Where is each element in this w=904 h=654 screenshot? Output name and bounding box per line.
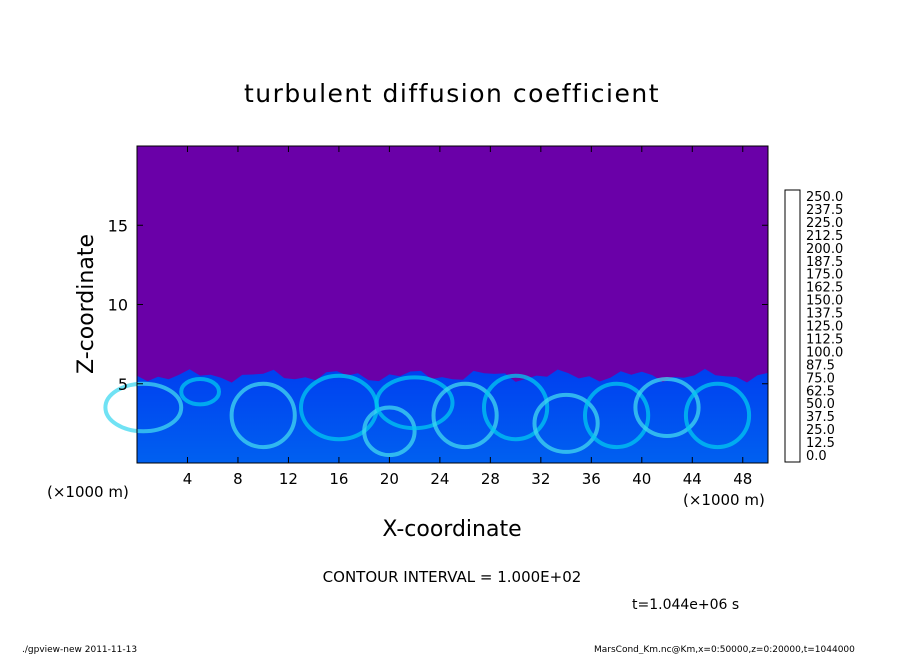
colorbar-label: 75.0 <box>806 371 835 386</box>
plot-area <box>103 145 769 464</box>
x-tick-label: 44 <box>683 470 702 488</box>
y-tick-label: 10 <box>108 296 128 315</box>
colorbar-label: 50.0 <box>806 397 835 412</box>
x-tick-label: 48 <box>733 470 752 488</box>
colorbar-label: 150.0 <box>806 294 843 309</box>
x-tick-label: 24 <box>430 470 449 488</box>
x-unit-right: (×1000 m) <box>683 491 765 509</box>
turbulent-layer <box>137 368 768 463</box>
y-tick-label: 5 <box>118 375 128 394</box>
x-tick-label: 40 <box>632 470 651 488</box>
swirl-streak <box>374 375 455 431</box>
swirl-streak <box>103 381 184 434</box>
x-tick-label: 28 <box>481 470 500 488</box>
colorbar-label: 237.5 <box>806 203 843 218</box>
x-tick-label: 36 <box>582 470 601 488</box>
colorbar-label: 162.5 <box>806 281 843 296</box>
colorbar-label: 12.5 <box>806 436 835 451</box>
colorbar: 250.0237.5225.0212.5200.0187.5175.0162.5… <box>784 189 843 464</box>
swirl-streak <box>532 392 600 454</box>
swirl-streak <box>362 405 417 458</box>
time-text: t=1.044e+06 s <box>632 597 739 613</box>
colorbar-label: 87.5 <box>806 358 835 373</box>
footer-right: MarsCond_Km.nc@Km,x=0:50000,z=0:20000,t=… <box>594 645 855 654</box>
colorbar-label: 200.0 <box>806 242 843 257</box>
swirl-streak <box>431 381 499 450</box>
x-ticks: 4 8 12 16 20 24 28 32 36 40 44 48 <box>183 146 752 488</box>
swirl-streak <box>229 381 297 450</box>
x-tick-label: 8 <box>233 470 243 488</box>
x-tick-label: 32 <box>531 470 550 488</box>
colorbar-label: 225.0 <box>806 216 843 231</box>
colorbar-frame <box>784 189 801 463</box>
swirl-streak <box>633 377 701 438</box>
turbulent-field <box>103 368 768 463</box>
x-tick-label: 20 <box>380 470 399 488</box>
colorbar-label: 125.0 <box>806 320 843 335</box>
colorbar-label: 212.5 <box>806 229 843 244</box>
x-axis-label: X-coordinate <box>382 517 521 542</box>
x-tick-label: 16 <box>329 470 348 488</box>
colorbar-label: 250.0 <box>806 190 843 205</box>
colorbar-label: 112.5 <box>806 333 843 348</box>
swirl-streak <box>683 381 752 450</box>
swirl-streak <box>481 373 550 442</box>
swirl-streak <box>179 377 222 407</box>
footer-left: ./gpview-new 2011-11-13 <box>22 645 137 654</box>
colorbar-label: 175.0 <box>806 268 843 283</box>
y-ticks: 5 10 15 <box>108 216 768 394</box>
swirl-streak <box>583 381 651 450</box>
y-axis-label: Z-coordinate <box>74 234 99 374</box>
x-unit-left: (×1000 m) <box>47 483 129 501</box>
colorbar-label: 25.0 <box>806 423 835 438</box>
x-tick-label: 4 <box>183 470 193 488</box>
y-tick-label: 15 <box>108 216 128 235</box>
contour-interval-text: CONTOUR INTERVAL = 1.000E+02 <box>323 568 582 586</box>
chart-title: turbulent diffusion coefficient <box>244 79 660 108</box>
colorbar-label: 37.5 <box>806 410 835 425</box>
colorbar-label: 0.0 <box>806 449 827 464</box>
colorbar-label: 62.5 <box>806 384 835 399</box>
colorbar-label: 137.5 <box>806 307 843 322</box>
colorbar-label: 100.0 <box>806 345 843 360</box>
colorbar-label: 187.5 <box>806 255 843 270</box>
x-tick-label: 12 <box>279 470 298 488</box>
